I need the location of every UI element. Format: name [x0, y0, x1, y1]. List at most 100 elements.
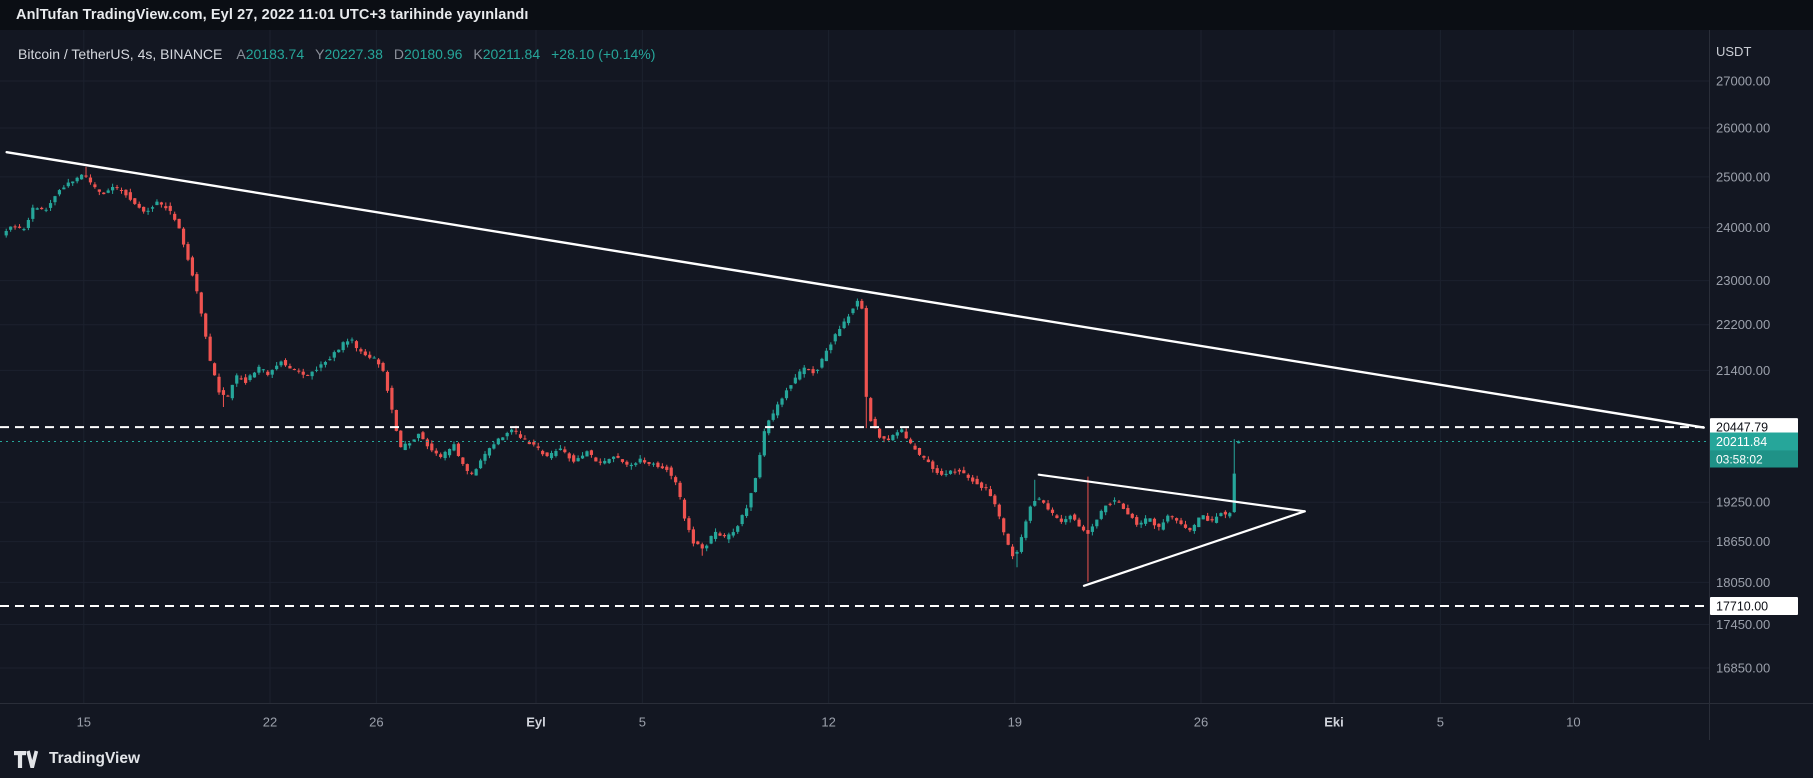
candle: [603, 458, 607, 465]
candle: [44, 207, 48, 213]
candle: [248, 373, 252, 382]
symbol-legend[interactable]: Bitcoin / TetherUS, 4s, BINANCE A 20183.7…: [18, 46, 655, 62]
candle: [656, 461, 660, 469]
candle-countdown: 03:58:02: [1716, 453, 1763, 467]
candle: [674, 475, 678, 486]
candle: [1108, 502, 1112, 507]
candle: [443, 450, 447, 461]
candle: [554, 448, 558, 458]
candle: [1237, 440, 1241, 444]
price-tick-label: 26000.00: [1716, 120, 1770, 135]
candle: [966, 473, 970, 481]
candle: [532, 439, 536, 447]
candle: [452, 441, 456, 452]
candle: [891, 434, 895, 441]
candle: [394, 409, 398, 432]
line-price-badge: 17710.00: [1710, 597, 1798, 616]
candle: [687, 516, 691, 533]
candle: [425, 437, 429, 450]
tradingview-footer: TradingView: [0, 740, 1813, 778]
candle: [456, 442, 461, 457]
candle: [323, 360, 328, 368]
candle: [638, 455, 642, 465]
candle: [762, 428, 766, 457]
candle: [1033, 479, 1037, 507]
symbol-title[interactable]: Bitcoin / TetherUS, 4s, BINANCE: [18, 46, 223, 62]
time-tick-label: 5: [639, 715, 646, 730]
candle: [948, 470, 953, 475]
candle: [390, 385, 394, 414]
drawings-layer[interactable]: [0, 150, 1709, 608]
chart-canvas[interactable]: 27000.00 26000.00 25000.00 24000.00 23000.00…: [0, 0, 1813, 740]
candle: [824, 348, 828, 362]
candle: [527, 440, 531, 445]
tradingview-logo-icon[interactable]: [14, 750, 40, 769]
triangle-upper-line[interactable]: [1037, 473, 1306, 513]
candle: [811, 366, 815, 376]
candle: [882, 435, 886, 443]
candle: [1086, 476, 1090, 582]
candle: [199, 291, 203, 317]
candle: [988, 485, 993, 497]
candle: [518, 430, 523, 439]
candle: [40, 206, 44, 210]
candle: [244, 374, 248, 385]
candle: [483, 451, 487, 465]
candle: [102, 192, 106, 195]
candle: [594, 456, 598, 462]
candle: [1121, 502, 1126, 510]
candle: [669, 465, 673, 480]
candle: [439, 452, 443, 459]
candle: [926, 456, 930, 463]
candle: [359, 347, 363, 354]
candle: [288, 363, 292, 369]
time-tick-label: 5: [1437, 715, 1444, 730]
candle: [749, 492, 753, 512]
candle: [523, 435, 527, 440]
price-tick-label: 19250.00: [1716, 495, 1770, 510]
candle: [1068, 514, 1072, 523]
candle: [731, 528, 735, 538]
candle: [607, 458, 611, 465]
candle: [953, 468, 957, 475]
candle: [470, 471, 474, 476]
time-axis[interactable]: 15 22 26 Eyl 5 12 19 26 Eki 5 10: [0, 703, 1813, 730]
line-price-badge: 20447.79: [1710, 418, 1798, 437]
triangle-lower-line[interactable]: [1082, 510, 1306, 587]
candle: [1170, 515, 1174, 520]
candle: [793, 374, 797, 385]
candle: [753, 477, 758, 493]
candle: [1228, 511, 1232, 519]
candle: [487, 447, 492, 459]
candle: [838, 325, 842, 337]
candle: [541, 449, 545, 457]
candle: [465, 463, 469, 475]
candle: [780, 397, 784, 408]
candle: [975, 475, 979, 485]
candle: [771, 409, 775, 422]
candle: [1219, 512, 1223, 517]
candle: [709, 535, 713, 545]
candle: [1055, 514, 1059, 519]
candle: [957, 468, 961, 475]
candle: [142, 206, 146, 214]
price-tick-label: 18650.00: [1716, 534, 1770, 549]
candle: [75, 176, 79, 184]
candle: [1152, 517, 1157, 529]
descending-trendline[interactable]: [5, 150, 1705, 429]
candle: [616, 453, 620, 459]
price-axis[interactable]: 27000.00 26000.00 25000.00 24000.00 23000.00…: [1709, 30, 1813, 740]
candle: [275, 361, 279, 371]
candle: [13, 224, 17, 230]
candle: [181, 227, 186, 248]
candle: [310, 371, 314, 380]
candle: [1157, 523, 1161, 531]
candle: [266, 370, 270, 377]
candle: [1099, 509, 1103, 521]
candle: [252, 371, 257, 378]
candle: [1081, 524, 1086, 532]
candle: [944, 470, 948, 477]
candle: [886, 435, 891, 441]
candle: [328, 356, 332, 361]
tradingview-brand[interactable]: TradingView: [49, 750, 141, 767]
